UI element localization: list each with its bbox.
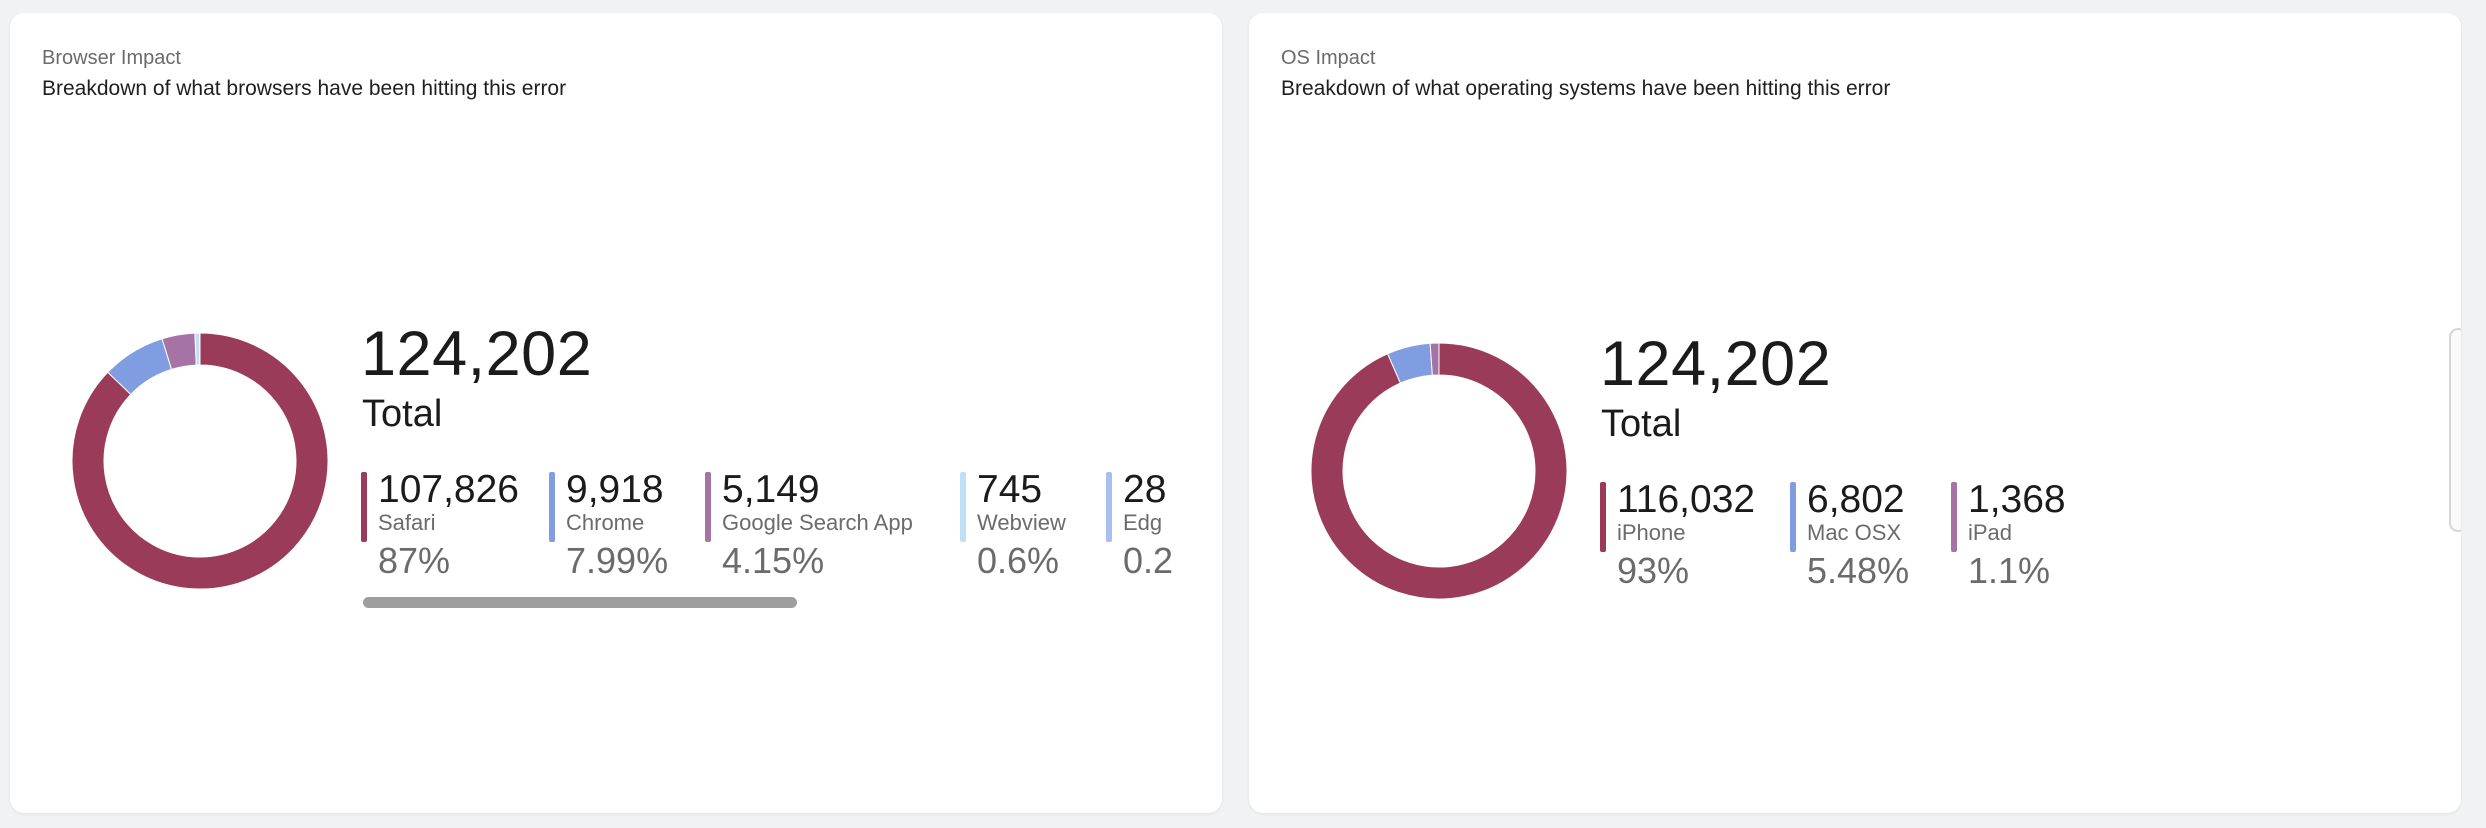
card-title: OS Impact [1281, 47, 1376, 69]
legend-swatch [1106, 472, 1112, 542]
legend-percent: 87% [378, 540, 451, 581]
donut-slice[interactable] [1429, 342, 1440, 376]
total-value: 124,202 [1600, 329, 1832, 399]
legend-value: 116,032 [1617, 478, 1756, 521]
legend-percent: 1.1% [1968, 550, 2051, 591]
legend-name: Google Search App [722, 510, 913, 535]
legend-percent: 4.15% [722, 540, 825, 581]
legend-percent: 5.48% [1807, 550, 1910, 591]
legend-swatch [549, 472, 555, 542]
card-title: Browser Impact [42, 47, 181, 69]
card-subtitle: Breakdown of what operating systems have… [1281, 77, 1891, 100]
legend-swatch [1951, 482, 1957, 552]
legend-value: 745 [977, 468, 1043, 511]
legend-value: 28 [1123, 468, 1167, 511]
legend-value: 6,802 [1807, 478, 1905, 521]
donut-slice[interactable] [1310, 342, 1568, 600]
browser-legend-scroll[interactable]: 107,826 Safari 87% 9,918 Chrome 7.99% 5,… [361, 468, 1173, 593]
legend-name: Webview [977, 510, 1066, 535]
total-label: Total [362, 393, 443, 435]
legend-value: 1,368 [1968, 478, 2066, 521]
legend-swatch [960, 472, 966, 542]
legend-percent: 0.6% [977, 540, 1060, 581]
legend-name: Chrome [566, 510, 645, 535]
legend-scrollbar-thumb[interactable] [363, 597, 797, 608]
legend-name: Mac OSX [1807, 520, 1902, 545]
legend-name: iPhone [1617, 520, 1686, 545]
legend-value: 9,918 [566, 468, 664, 511]
card-subtitle: Breakdown of what browsers have been hit… [42, 77, 567, 100]
browser-impact-card: Browser Impact Breakdown of what browser… [10, 13, 1222, 813]
donut-slice[interactable] [71, 332, 329, 590]
legend-swatch [1790, 482, 1796, 552]
os-impact-card: OS Impact Breakdown of what operating sy… [1249, 13, 2461, 813]
legend-percent: 0.2 [1123, 540, 1173, 581]
browser-donut-chart [71, 332, 329, 590]
total-value: 124,202 [361, 319, 593, 389]
os-donut-chart [1310, 342, 1568, 600]
legend-name: Edg [1123, 510, 1163, 535]
legend-value: 5,149 [722, 468, 820, 511]
legend-name: Safari [378, 510, 436, 535]
legend-percent: 7.99% [566, 540, 669, 581]
total-label: Total [1601, 403, 1682, 445]
donut-slice[interactable] [194, 332, 201, 366]
os-legend: 116,032 iPhone 93% 6,802 Mac OSX 5.48% 1… [1600, 478, 2412, 603]
legend-percent: 93% [1617, 550, 1690, 591]
legend-swatch [361, 472, 367, 542]
legend-name: iPad [1968, 520, 2013, 545]
legend-value: 107,826 [378, 468, 519, 511]
legend-swatch [705, 472, 711, 542]
legend-swatch [1600, 482, 1606, 552]
side-panel-handle[interactable] [2449, 328, 2461, 532]
